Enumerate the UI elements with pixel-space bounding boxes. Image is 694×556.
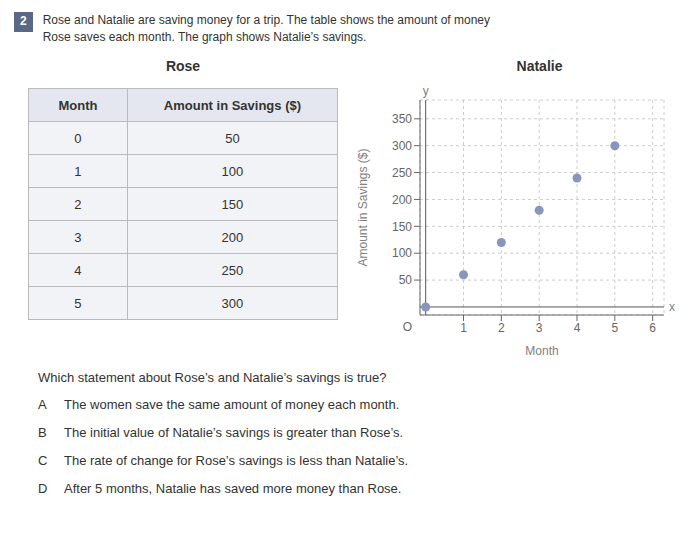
html-text:2: 2 (74, 196, 82, 212)
html-text:200: 200 (221, 229, 244, 245)
html-text:Rose and Natalie are saving mo: Rose and Natalie are saving money for a … (42, 13, 490, 27)
html-text:The initial value of Natalie’s: The initial value of Natalie’s savings i… (64, 425, 404, 440)
html-text:Which statement about Rose’s a: Which statement about Rose’s and Natalie… (38, 370, 387, 385)
html-text:1: 1 (74, 163, 82, 179)
html-text:150: 150 (221, 196, 244, 212)
html-text:Rose saves each month. The gra: Rose saves each month. The graph shows N… (42, 30, 367, 44)
html-text:The rate of change for Rose’s: The rate of change for Rose’s savings is… (64, 453, 409, 468)
svg-text:O: O (403, 320, 412, 334)
html-text:50: 50 (225, 130, 240, 146)
html-text:Rose: Rose (165, 58, 201, 74)
html-text:B: B (38, 425, 47, 440)
svg-text:1: 1 (460, 321, 467, 335)
html-text:The women save the same amount: The women save the same amount of money … (64, 397, 400, 412)
svg-text:Month: Month (525, 344, 558, 358)
html-text:0: 0 (74, 130, 82, 146)
svg-text:x: x (669, 300, 675, 314)
html-text:100: 100 (221, 163, 244, 179)
html-text:4: 4 (74, 262, 82, 278)
html-text:C: C (38, 453, 48, 468)
svg-text:6: 6 (649, 321, 656, 335)
svg-text:y: y (423, 84, 429, 98)
svg-text:4: 4 (574, 321, 581, 335)
html-text:250: 250 (221, 262, 244, 278)
html-text:Natalie: Natalie (516, 58, 563, 74)
html-text:300: 300 (221, 295, 244, 311)
html-text:A: A (38, 397, 47, 412)
html-text:2: 2 (20, 14, 27, 28)
svg-text:Amount in Savings ($): Amount in Savings ($) (356, 148, 370, 266)
svg-text:200: 200 (392, 193, 412, 207)
svg-text:150: 150 (392, 220, 412, 234)
svg-text:5: 5 (611, 321, 618, 335)
html-text:Month: Month (58, 97, 98, 113)
svg-text:50: 50 (399, 273, 413, 287)
html-text:3: 3 (74, 229, 82, 245)
html-text:After 5 months, Natalie has sa: After 5 months, Natalie has saved more m… (64, 481, 402, 496)
svg-text:350: 350 (392, 112, 412, 126)
svg-text:300: 300 (392, 139, 412, 153)
svg-text:250: 250 (392, 166, 412, 180)
html-text:5: 5 (74, 295, 82, 311)
html-text:D: D (38, 481, 48, 496)
html-text:Amount in Savings ($): Amount in Savings ($) (163, 97, 301, 113)
svg-text:2: 2 (498, 321, 505, 335)
svg-text:3: 3 (536, 321, 543, 335)
svg-text:100: 100 (392, 246, 412, 260)
